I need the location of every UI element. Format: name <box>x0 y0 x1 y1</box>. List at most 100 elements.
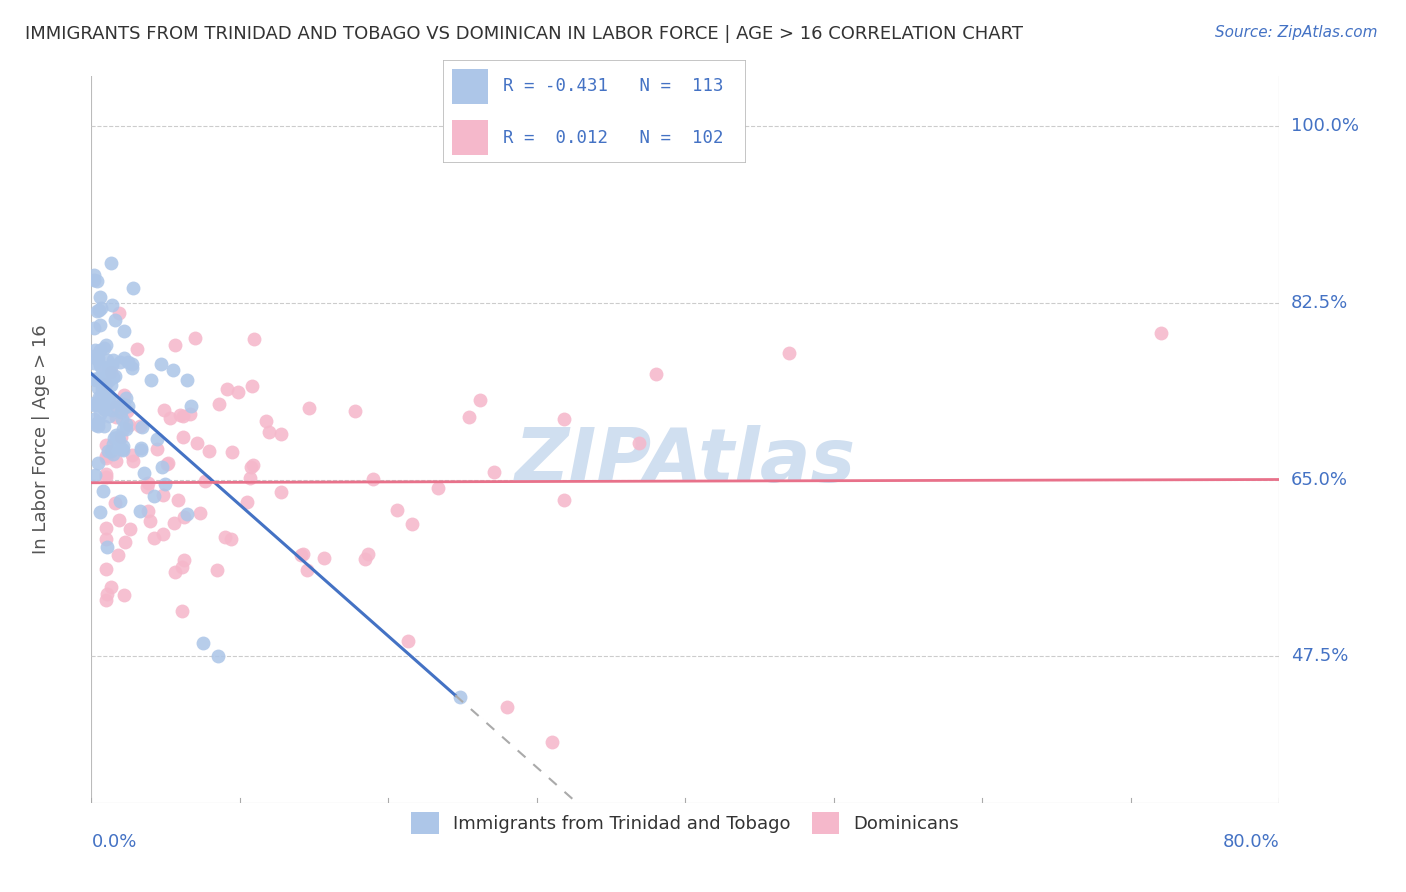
Point <box>83 273 105 287</box>
Point <box>194 474 217 488</box>
Point <box>100 255 122 269</box>
Point <box>117 399 139 413</box>
Point <box>228 384 250 399</box>
Point <box>176 373 198 387</box>
Point <box>110 430 132 444</box>
Point <box>163 338 186 352</box>
Point <box>93 341 115 355</box>
Point <box>83 372 105 386</box>
Point <box>104 313 127 327</box>
Point <box>112 351 135 365</box>
Point <box>298 401 321 415</box>
Point <box>96 521 118 535</box>
Text: 0.0%: 0.0% <box>91 833 136 851</box>
Point <box>100 580 122 594</box>
Point <box>96 592 118 607</box>
Point <box>110 355 132 369</box>
Point <box>90 359 112 374</box>
Point <box>163 516 186 531</box>
Point <box>115 417 138 432</box>
Point <box>152 488 174 502</box>
Point <box>108 433 131 447</box>
Point <box>131 420 153 434</box>
Point <box>83 356 105 370</box>
Point <box>89 343 111 357</box>
Point <box>101 358 124 372</box>
Point <box>96 353 118 368</box>
Point <box>221 445 243 459</box>
Point <box>96 467 118 481</box>
Point <box>86 415 108 429</box>
Point <box>257 425 280 440</box>
Text: 82.5%: 82.5% <box>1291 294 1348 312</box>
Point <box>100 443 122 458</box>
Point <box>207 563 229 577</box>
Point <box>176 508 198 522</box>
Point <box>1149 326 1171 341</box>
Point <box>103 431 125 445</box>
Point <box>111 422 134 436</box>
Point <box>207 649 229 664</box>
Point <box>150 357 173 371</box>
Point <box>98 395 121 409</box>
Point <box>644 367 666 381</box>
Point <box>219 533 242 547</box>
Point <box>97 360 120 375</box>
Point <box>105 399 128 413</box>
Text: 80.0%: 80.0% <box>1223 833 1279 851</box>
Point <box>117 418 139 433</box>
Point <box>89 505 111 519</box>
Point <box>114 535 136 549</box>
Point <box>86 372 108 386</box>
Text: 100.0%: 100.0% <box>1291 118 1358 136</box>
Point <box>105 454 128 468</box>
Point <box>167 492 190 507</box>
Point <box>94 384 117 398</box>
Point <box>254 414 277 428</box>
FancyBboxPatch shape <box>451 69 488 103</box>
Point <box>112 388 135 402</box>
Point <box>112 400 135 414</box>
Point <box>270 427 292 442</box>
Point <box>170 604 193 618</box>
Legend: Immigrants from Trinidad and Tobago, Dominicans: Immigrants from Trinidad and Tobago, Dom… <box>404 805 967 841</box>
Point <box>353 552 375 566</box>
Point <box>112 324 135 338</box>
FancyBboxPatch shape <box>451 120 488 155</box>
Point <box>86 275 108 289</box>
Point <box>145 442 167 456</box>
Point <box>96 374 118 388</box>
Point <box>214 530 236 544</box>
Point <box>179 407 201 421</box>
Point <box>96 450 118 465</box>
Point <box>121 449 143 463</box>
Point <box>108 306 131 320</box>
Text: 47.5%: 47.5% <box>1291 648 1348 665</box>
Point <box>188 506 211 520</box>
Point <box>162 363 184 377</box>
Point <box>86 381 108 395</box>
Point <box>89 290 111 304</box>
Point <box>97 370 120 384</box>
Point <box>136 476 159 491</box>
Point <box>101 369 124 384</box>
Text: Source: ZipAtlas.com: Source: ZipAtlas.com <box>1215 25 1378 40</box>
Point <box>146 432 169 446</box>
Point <box>107 548 129 562</box>
Point <box>361 472 384 486</box>
Point <box>89 318 111 333</box>
Point <box>170 560 193 574</box>
Point <box>239 471 262 485</box>
Point <box>180 400 202 414</box>
Point <box>101 298 124 312</box>
Point <box>83 412 105 426</box>
Point <box>83 321 105 335</box>
Point <box>89 390 111 404</box>
Point <box>449 690 471 704</box>
Point <box>86 398 108 412</box>
Point <box>97 389 120 403</box>
Point <box>96 377 118 392</box>
Point <box>401 517 423 532</box>
Point <box>108 493 131 508</box>
Point <box>121 281 143 295</box>
